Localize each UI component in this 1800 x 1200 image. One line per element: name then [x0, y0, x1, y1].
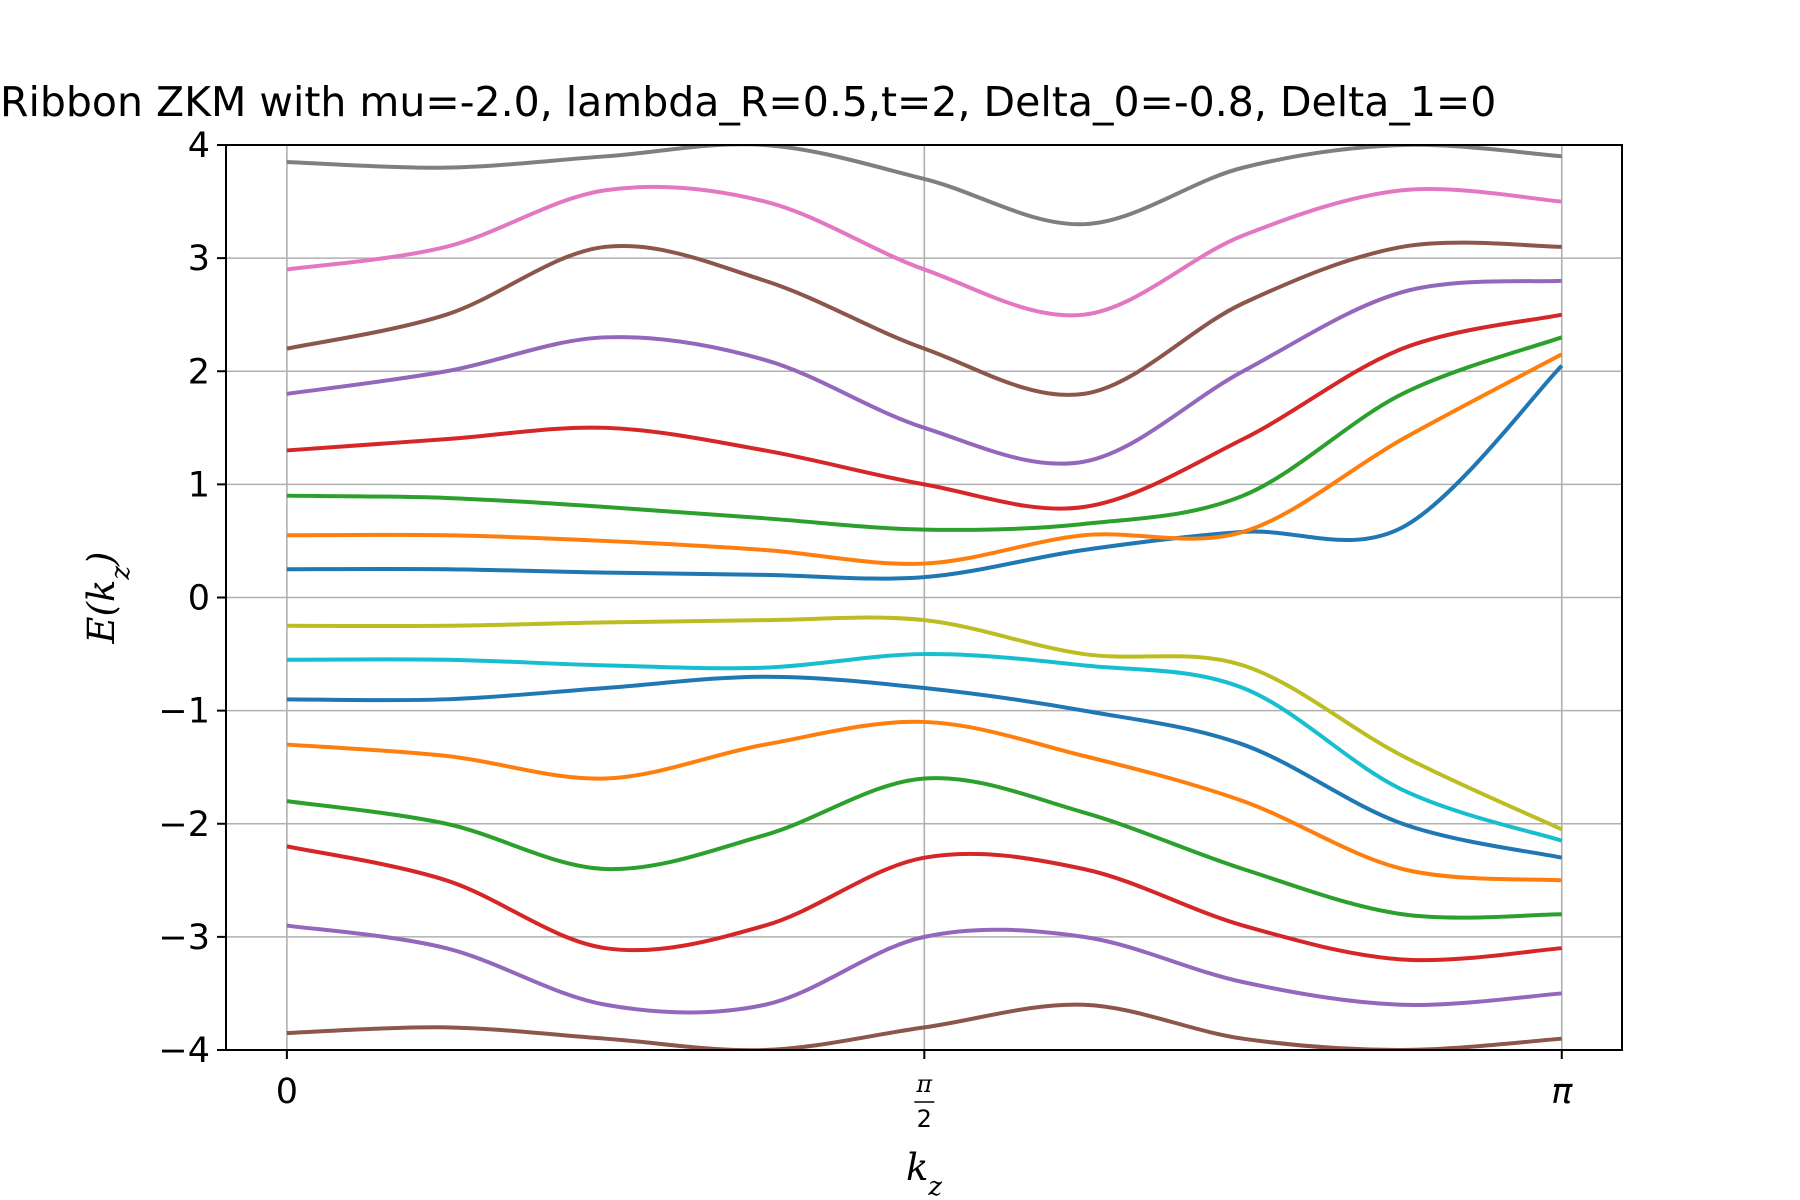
band-line-13 — [286, 844, 1562, 963]
x-tick-label-0: 0 — [276, 1072, 298, 1112]
band-line-3 — [286, 312, 1563, 511]
band-line-1 — [286, 352, 1563, 566]
y-tick-label-1: 3 — [188, 239, 210, 279]
chart-title: Ribbon ZKM with mu=-2.0, lambda_R=0.5,t=… — [0, 78, 1496, 126]
x-axis-label: kz — [906, 1146, 942, 1200]
y-tick-label-4: 0 — [188, 579, 210, 619]
plot-series — [286, 145, 1564, 1050]
x-tick-label-1: π2 — [914, 1070, 935, 1133]
band-line-5 — [286, 240, 1562, 397]
svg-text:π: π — [915, 1070, 933, 1098]
y-tick-label-5: −1 — [158, 692, 210, 732]
band-line-6 — [286, 184, 1562, 318]
y-tick-label-3: 1 — [188, 465, 210, 505]
band-line-11 — [286, 719, 1562, 883]
band-line-10 — [286, 674, 1563, 860]
band-line-8 — [286, 615, 1563, 832]
y-tick-label-7: −3 — [158, 918, 210, 958]
band-line-7 — [286, 145, 1562, 227]
band-line-15 — [286, 1002, 1562, 1050]
y-tick-label-8: −4 — [158, 1031, 210, 1071]
band-line-9 — [286, 652, 1563, 843]
band-line-4 — [286, 278, 1562, 466]
x-tick-label-2: π — [1551, 1072, 1573, 1112]
band-line-0 — [286, 364, 1564, 581]
svg-text:2: 2 — [917, 1105, 932, 1133]
y-tick-label-0: 4 — [188, 126, 210, 166]
band-line-2 — [286, 335, 1563, 532]
y-tick-label-2: 2 — [188, 352, 210, 392]
y-axis-label: E(kz) — [80, 551, 136, 644]
band-line-12 — [286, 776, 1562, 920]
y-tick-label-6: −2 — [158, 805, 210, 845]
band-line-14 — [286, 923, 1562, 1015]
